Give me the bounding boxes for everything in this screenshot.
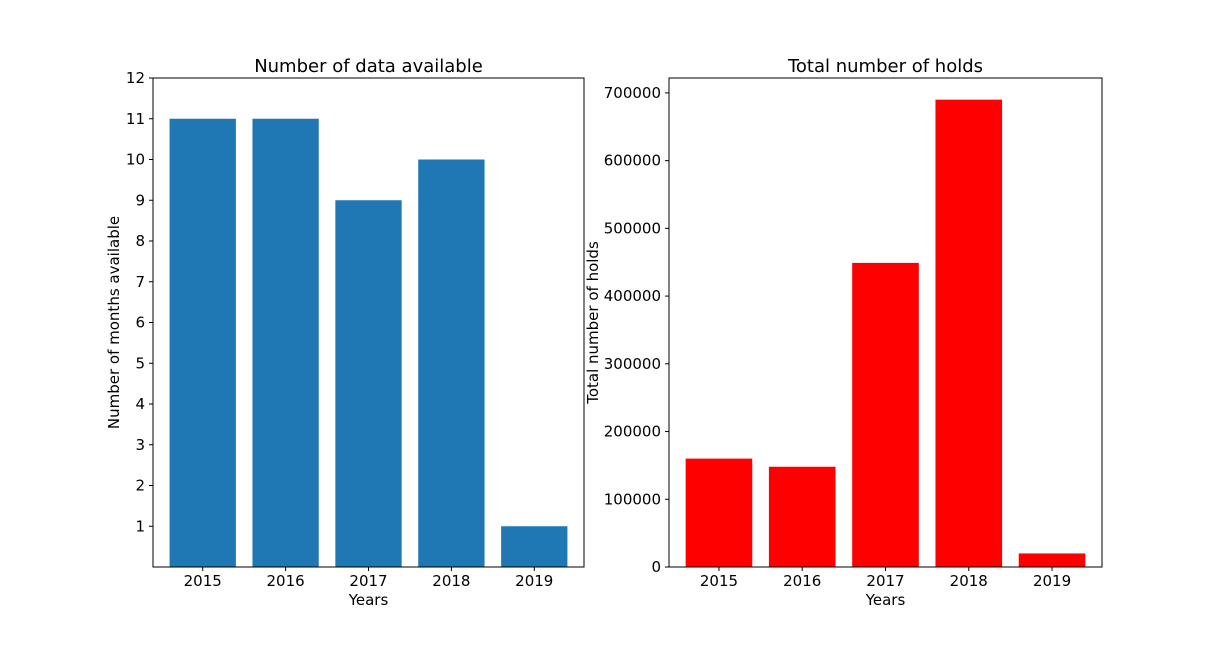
x-tick-label: 2019 — [515, 572, 553, 590]
bars — [169, 118, 568, 567]
chart-title: Number of data available — [254, 56, 483, 77]
y-tick-label: 700000 — [604, 84, 661, 102]
bar-2016 — [768, 466, 836, 567]
x-axis-label: Years — [348, 591, 389, 609]
bar-2015 — [685, 458, 753, 567]
y-tick-label: 11 — [126, 110, 145, 128]
y-tick-label: 600000 — [604, 152, 661, 170]
bar-2019 — [1018, 553, 1086, 567]
y-tick-label: 1 — [135, 517, 145, 535]
y-tick-label: 7 — [135, 273, 145, 291]
chart-months-available: Number of data available 123456789101112… — [105, 56, 585, 609]
x-tick-label: 2015 — [184, 572, 222, 590]
bar-2017 — [335, 200, 402, 567]
x-axis-label: Years — [865, 591, 906, 609]
chart-title: Total number of holds — [787, 56, 983, 77]
x-tick-label: 2015 — [700, 572, 738, 590]
x-axis-ticks: 2015 2016 2017 2018 2019 — [700, 567, 1071, 590]
bar-2018 — [418, 159, 485, 567]
y-tick-label: 300000 — [604, 355, 661, 373]
bars — [685, 99, 1086, 568]
y-tick-label: 100000 — [604, 490, 661, 508]
bar-2016 — [252, 118, 319, 567]
x-tick-label: 2018 — [432, 572, 470, 590]
y-tick-label: 12 — [126, 69, 145, 87]
x-tick-label: 2017 — [866, 572, 904, 590]
y-axis-ticks: 0 100000 200000 300000 400000 500000 600000 700… — [604, 84, 669, 576]
y-tick-label: 8 — [135, 232, 145, 250]
y-tick-label: 2 — [135, 477, 145, 495]
y-tick-label: 200000 — [604, 423, 661, 441]
y-tick-label: 5 — [135, 354, 145, 372]
y-tick-label: 6 — [135, 314, 145, 332]
x-tick-label: 2017 — [349, 572, 387, 590]
x-tick-label: 2018 — [950, 572, 988, 590]
y-tick-label: 400000 — [604, 287, 661, 305]
bar-2015 — [169, 118, 236, 567]
bar-2018 — [935, 99, 1003, 568]
y-tick-label: 3 — [135, 436, 145, 454]
chart-total-holds: Total number of holds 0 100000 200000 30000… — [584, 56, 1103, 609]
x-axis-ticks: 2015 2016 2017 2018 2019 — [184, 567, 553, 590]
bar-2017 — [852, 262, 919, 567]
y-tick-label: 4 — [135, 395, 145, 413]
y-tick-label: 0 — [651, 558, 661, 576]
y-tick-label: 500000 — [604, 219, 661, 237]
y-tick-label: 9 — [135, 191, 145, 209]
x-tick-label: 2019 — [1033, 572, 1071, 590]
x-tick-label: 2016 — [783, 572, 821, 590]
bar-2019 — [501, 526, 568, 567]
y-axis-label: Total number of holds — [584, 241, 602, 405]
y-axis-label: Number of months available — [105, 216, 123, 429]
y-tick-label: 10 — [126, 151, 145, 169]
x-tick-label: 2016 — [267, 572, 305, 590]
